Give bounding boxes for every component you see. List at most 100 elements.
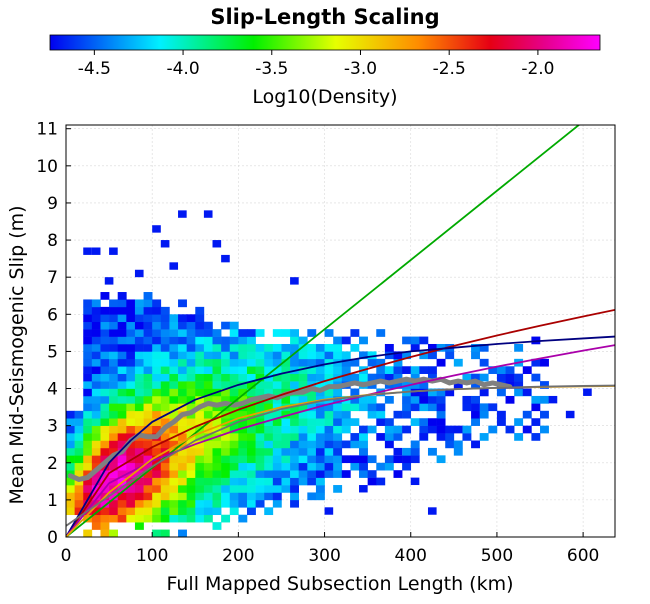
- heatmap-cell: [178, 433, 187, 441]
- heatmap-cell: [203, 433, 213, 441]
- heatmap-cell: [100, 425, 110, 434]
- heatmap-cell: [298, 440, 308, 449]
- heatmap-cell: [195, 351, 205, 360]
- heatmap-cell: [376, 329, 386, 337]
- heatmap-outlier-cell: [410, 477, 420, 486]
- heatmap-cell: [143, 462, 153, 471]
- heatmap-cell: [419, 395, 429, 404]
- heatmap-cell: [186, 351, 196, 360]
- heatmap-cell: [134, 455, 144, 464]
- heatmap-cell: [359, 462, 368, 471]
- heatmap-cell: [238, 366, 248, 374]
- heatmap-cell: [462, 433, 472, 441]
- heatmap-cell: [91, 343, 101, 352]
- heatmap-cell: [281, 410, 291, 419]
- heatmap-cell: [160, 329, 170, 337]
- heatmap-cell: [126, 492, 136, 501]
- heatmap-cell: [436, 358, 446, 367]
- heatmap-cell: [359, 433, 368, 441]
- colorbar-tick-label: -2.5: [433, 59, 466, 79]
- heatmap-cell: [83, 343, 93, 352]
- heatmap-cell: [255, 440, 265, 449]
- heatmap-cell: [100, 433, 110, 441]
- heatmap-cell: [66, 447, 75, 456]
- heatmap-cell: [229, 485, 239, 493]
- heatmap-cell: [91, 433, 101, 441]
- heatmap-cell: [290, 440, 299, 449]
- heatmap-cell: [540, 358, 549, 367]
- heatmap-cell: [143, 329, 153, 337]
- heatmap-cell: [91, 492, 101, 501]
- heatmap-cell: [66, 410, 75, 419]
- heatmap-cell: [152, 425, 162, 434]
- heatmap-cell: [298, 403, 308, 412]
- heatmap-cell: [100, 388, 110, 397]
- heatmap-cell: [91, 329, 101, 337]
- heatmap-cell: [402, 395, 412, 404]
- heatmap-cell: [160, 358, 170, 367]
- heatmap-cell: [410, 381, 420, 389]
- heatmap-cell: [152, 388, 162, 397]
- heatmap-cell: [109, 410, 119, 419]
- heatmap-cell: [109, 447, 119, 456]
- heatmap-cell: [246, 358, 256, 367]
- heatmap-cell: [152, 403, 162, 412]
- heatmap-outlier-cell: [583, 388, 592, 396]
- heatmap-cell: [384, 425, 394, 434]
- heatmap-cell: [307, 410, 317, 419]
- heatmap-cell: [126, 388, 136, 397]
- heatmap-cell: [479, 343, 489, 352]
- heatmap-cell: [178, 321, 187, 330]
- heatmap-cell: [264, 455, 274, 464]
- heatmap-cell: [203, 477, 213, 486]
- heatmap-cell: [117, 373, 127, 382]
- heatmap-cell: [221, 418, 231, 426]
- heatmap-cell: [160, 433, 170, 441]
- heatmap-cell: [229, 336, 239, 345]
- heatmap-cell: [471, 351, 480, 360]
- heatmap-cell: [160, 470, 170, 478]
- heatmap-cell: [195, 388, 205, 397]
- heatmap-cell: [393, 410, 403, 419]
- heatmap-cell: [186, 343, 196, 352]
- heatmap-cell: [238, 462, 248, 471]
- heatmap-cell: [100, 522, 110, 530]
- heatmap-cell: [462, 395, 472, 404]
- heatmap-cell: [307, 373, 317, 382]
- heatmap-cell: [246, 329, 256, 337]
- heatmap-cell: [290, 447, 299, 456]
- heatmap-cell: [126, 336, 136, 345]
- heatmap-cell: [134, 336, 144, 345]
- heatmap-cell: [471, 440, 480, 449]
- heatmap-cell: [419, 418, 429, 426]
- heatmap-cell: [264, 425, 274, 434]
- heatmap-cell: [393, 433, 403, 441]
- heatmap-cell: [238, 418, 248, 426]
- heatmap-cell: [540, 395, 549, 404]
- heatmap-cell: [272, 447, 282, 456]
- heatmap-cell: [281, 373, 291, 382]
- heatmap-cell: [134, 514, 144, 523]
- heatmap-cell: [427, 343, 437, 352]
- heatmap-cell: [290, 492, 299, 501]
- heatmap-cell: [83, 440, 93, 449]
- heatmap-cell: [264, 470, 274, 478]
- heatmap-cell: [117, 470, 127, 478]
- heatmap-cell: [117, 343, 127, 352]
- heatmap-cell: [134, 403, 144, 412]
- heatmap-cell: [445, 388, 455, 397]
- heatmap-cell: [281, 329, 291, 337]
- heatmap-cell: [134, 470, 144, 478]
- heatmap-cell: [91, 410, 101, 419]
- heatmap-cell: [100, 410, 110, 419]
- heatmap-cell: [514, 343, 524, 352]
- heatmap-cell: [221, 388, 231, 397]
- heatmap-cell: [272, 492, 282, 501]
- heatmap-cell: [471, 343, 480, 352]
- heatmap-cell: [221, 477, 231, 486]
- heatmap-cell: [195, 492, 205, 501]
- heatmap-cell: [229, 410, 239, 419]
- heatmap-cell: [83, 314, 93, 323]
- heatmap-cell: [186, 514, 196, 523]
- heatmap-cell: [100, 381, 110, 389]
